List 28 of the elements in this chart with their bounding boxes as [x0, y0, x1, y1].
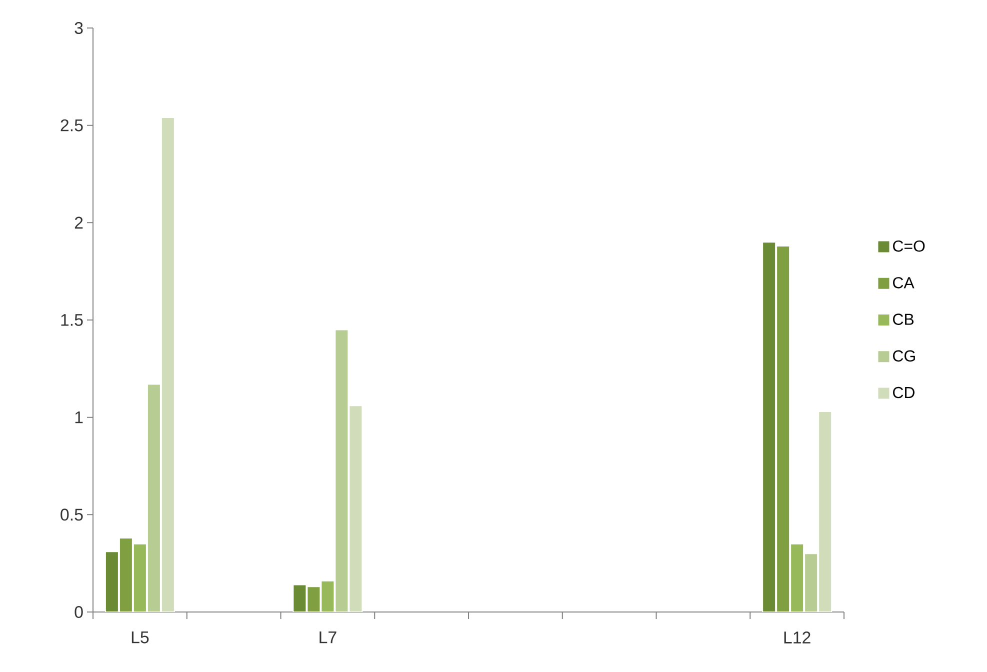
bar — [334, 329, 349, 612]
y-tick-label: 1.5 — [61, 314, 83, 326]
legend-label: CA — [893, 277, 914, 288]
bar — [118, 538, 133, 612]
bar — [818, 410, 832, 612]
x-tick-label: L7 — [320, 632, 336, 644]
y-tick-label: 3 — [74, 22, 83, 34]
y-tick-label: 1 — [75, 411, 83, 424]
bar — [762, 242, 776, 612]
bar — [104, 551, 119, 612]
bar — [776, 246, 790, 612]
y-tick-label: 0.5 — [60, 508, 83, 521]
bar — [348, 405, 363, 612]
bar — [804, 553, 818, 612]
bar — [132, 543, 147, 612]
x-tick-label: L12 — [784, 632, 810, 644]
y-tick-label: 0 — [74, 606, 83, 618]
legend-label: CD — [893, 386, 914, 398]
bar — [146, 384, 161, 612]
legend-label: CG — [893, 350, 915, 362]
bar — [790, 543, 804, 612]
bar — [292, 584, 307, 612]
legend-label: CB — [893, 314, 914, 325]
y-tick-label: 2 — [74, 216, 83, 229]
legend-label: C=O — [893, 240, 925, 252]
bar — [160, 117, 175, 612]
x-tick-label: L5 — [132, 632, 149, 644]
y-tick-label: 2.5 — [60, 119, 83, 132]
